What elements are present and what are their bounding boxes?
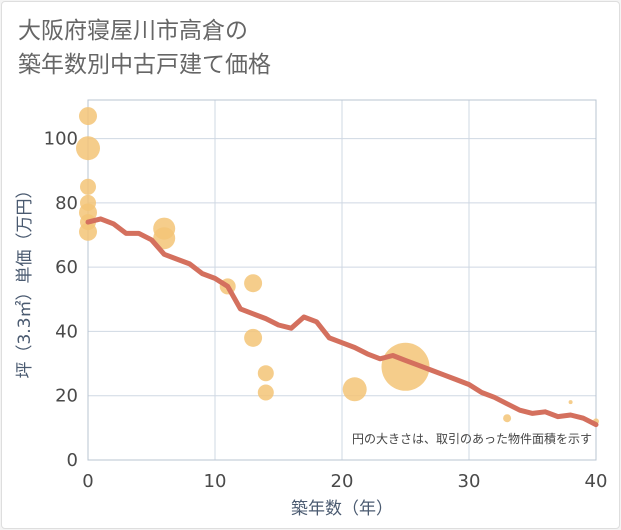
x-tick-label: 10 (204, 471, 227, 492)
size-annotation: 円の大きさは、取引のあった物件面積を示す (352, 431, 592, 446)
y-tick-label: 40 (55, 321, 78, 342)
y-tick-label: 80 (55, 193, 78, 214)
x-tick-label: 0 (82, 471, 93, 492)
x-tick-labels: 0 10 20 30 40 (82, 471, 607, 492)
data-bubble (79, 222, 97, 241)
data-bubble (257, 365, 274, 382)
data-bubble (568, 400, 573, 405)
data-bubble (153, 227, 176, 250)
data-bubble (244, 274, 263, 293)
y-axis-label: 坪（3.3㎡）単価（万円） (15, 181, 35, 378)
y-tick-label: 60 (55, 257, 78, 278)
plot-area (87, 99, 597, 461)
data-bubble (244, 328, 263, 347)
x-tick-label: 20 (331, 471, 354, 492)
data-bubble (257, 384, 274, 401)
trend-line (85, 216, 599, 428)
y-tick-labels: 0 20 40 60 80 100 (44, 129, 78, 471)
chart-title: 大阪府寝屋川市高倉の 築年数別中古戸建て価格 (18, 18, 271, 78)
y-tick-label: 100 (44, 129, 78, 150)
x-tick-label: 40 (585, 471, 608, 492)
y-tick-label: 0 (67, 450, 78, 471)
data-bubble (76, 136, 100, 161)
data-bubble (79, 107, 97, 126)
bubble-layer (76, 107, 599, 425)
x-tick-label: 30 (458, 471, 481, 492)
data-bubble (503, 414, 512, 423)
grid-lines (87, 100, 597, 461)
data-bubble (342, 377, 367, 402)
x-axis-label: 築年数（年） (291, 499, 393, 519)
y-tick-label: 20 (55, 386, 78, 407)
data-bubble (80, 178, 96, 195)
